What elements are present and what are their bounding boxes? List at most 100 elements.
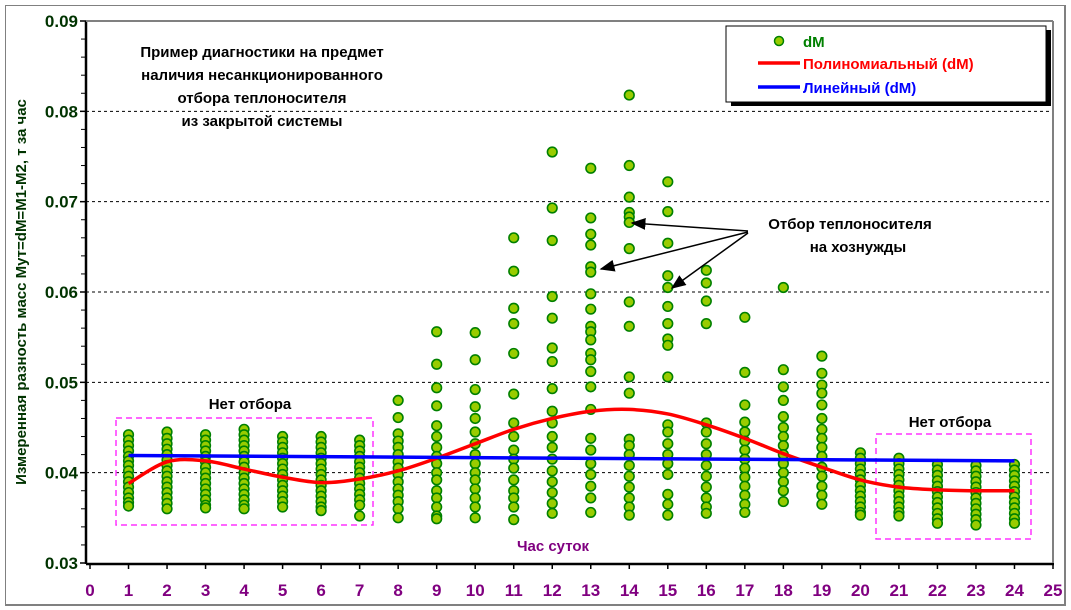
data-point	[508, 388, 520, 400]
x-tick-label: 6	[316, 581, 325, 600]
x-tick-label: 5	[278, 581, 287, 600]
data-point	[546, 202, 558, 214]
x-tick-label: 24	[1005, 581, 1024, 600]
data-point	[585, 492, 597, 504]
data-point	[662, 488, 674, 500]
data-point	[469, 354, 481, 366]
data-point	[508, 347, 520, 360]
data-point	[623, 509, 635, 521]
data-point	[585, 444, 597, 456]
data-point	[739, 416, 751, 428]
data-point	[585, 506, 597, 519]
legend-marker-dm	[773, 35, 785, 47]
data-point	[700, 277, 712, 289]
data-point	[777, 381, 789, 393]
data-point	[816, 470, 828, 482]
data-point	[392, 411, 404, 424]
data-point	[739, 366, 751, 378]
data-point	[585, 365, 597, 378]
data-point	[546, 486, 558, 499]
data-point	[816, 441, 828, 453]
data-point	[777, 364, 789, 376]
chart-frame	[5, 5, 1066, 606]
data-point	[431, 513, 443, 525]
data-point	[662, 300, 674, 313]
data-point	[431, 441, 443, 453]
data-point	[392, 512, 404, 524]
data-point	[508, 514, 520, 526]
data-point	[431, 382, 443, 394]
data-point	[777, 495, 789, 508]
data-point	[469, 401, 481, 413]
data-point	[469, 492, 481, 504]
data-point	[546, 507, 558, 519]
data-point	[662, 281, 674, 294]
data-point	[662, 371, 674, 383]
data-point	[546, 234, 558, 247]
data-point	[777, 467, 789, 479]
data-point	[739, 311, 751, 323]
x-tick-label: 13	[581, 581, 600, 600]
data-point	[469, 512, 481, 524]
y-tick-label: 0.03	[45, 554, 78, 573]
data-point	[623, 320, 635, 332]
data-point	[816, 480, 828, 492]
data-point	[585, 354, 597, 366]
title-line: Пример диагностики на предмет	[140, 44, 383, 61]
data-point	[662, 270, 674, 282]
data-point	[662, 468, 674, 481]
data-point	[508, 302, 520, 314]
arrow	[670, 232, 749, 289]
data-point	[777, 439, 789, 452]
data-point	[546, 430, 558, 443]
data-point	[508, 444, 520, 456]
data-point	[585, 381, 597, 393]
data-point	[431, 358, 443, 370]
data-point	[816, 489, 828, 501]
data-point	[431, 501, 443, 513]
data-point	[585, 239, 597, 251]
title-line: из закрытой системы	[182, 113, 343, 130]
data-point	[546, 146, 558, 158]
data-point	[508, 417, 520, 429]
data-point	[469, 426, 481, 438]
y-tick-label: 0.09	[45, 12, 78, 31]
data-point	[623, 243, 635, 255]
title-line: отбора теплоносителя	[177, 90, 346, 107]
data-point	[662, 176, 674, 188]
data-point	[546, 383, 558, 395]
x-tick-label: 0	[85, 581, 94, 600]
data-point	[739, 399, 751, 411]
x-tick-label: 15	[658, 581, 677, 600]
data-point	[700, 492, 712, 504]
polynomial-trendline	[127, 407, 1015, 493]
data-point	[161, 503, 173, 515]
data-point	[585, 288, 597, 300]
data-point	[777, 281, 789, 294]
data-point	[777, 430, 789, 443]
data-point	[662, 318, 674, 330]
x-axis-label: Час суток	[517, 538, 590, 555]
data-point	[508, 430, 520, 443]
data-point	[700, 295, 712, 307]
data-point	[546, 497, 558, 509]
data-point	[354, 510, 366, 522]
data-point	[662, 498, 674, 510]
data-point	[816, 367, 828, 379]
data-point	[739, 506, 751, 519]
draw-label-line1: Отбор теплоносителя	[768, 216, 932, 233]
data-point	[970, 519, 982, 531]
x-tick-label: 8	[393, 581, 402, 600]
data-point	[585, 432, 597, 444]
data-point	[816, 432, 828, 444]
data-point	[508, 232, 520, 244]
data-point	[662, 237, 674, 249]
data-point	[623, 371, 635, 383]
x-tick-label: 9	[432, 581, 441, 600]
title-line: наличия несанкционированного	[141, 67, 383, 84]
data-point	[623, 439, 635, 452]
data-point	[546, 405, 558, 417]
arrow	[599, 231, 749, 272]
